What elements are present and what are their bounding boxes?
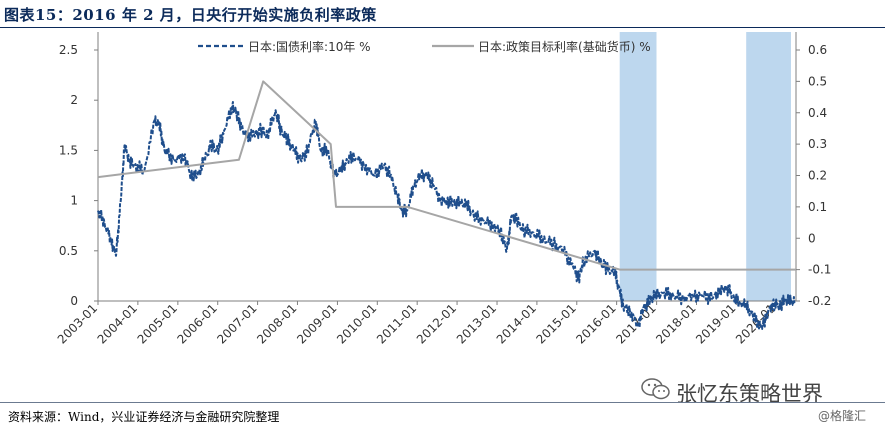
y-left-tick-label: 1.5	[59, 143, 78, 157]
legend-label-policy: 日本:政策目标利率(基础货币) %	[478, 39, 651, 54]
x-tick-label: 2004-01	[95, 301, 140, 346]
y-right-tick-label: 0.6	[808, 43, 827, 57]
y-right-tick-label: -0.1	[808, 263, 831, 277]
axes: 0 0.5 1 1.5 2 2.5 -0.2 -0.1 0 0.1 0.2 0.3 0.4 0.5 0.6 2…	[55, 32, 831, 347]
x-tick-label: 2018-01	[653, 301, 698, 346]
y-right-tick-label: 0.5	[808, 74, 827, 88]
y-left-tick-label: 2.5	[59, 43, 78, 57]
x-tick-label: 2011-01	[374, 301, 419, 346]
x-tick-label: 2009-01	[294, 301, 339, 346]
y-right-tick-label: 0.1	[808, 200, 827, 214]
figure-title: 图表15：2016 年 2 月，日央行开始实施负利率政策	[4, 6, 377, 24]
x-tick-label: 2010-01	[334, 301, 379, 346]
y-right-tick-label: 0.4	[808, 106, 827, 120]
y-left-tick-label: 2	[70, 93, 78, 107]
x-tick-label: 2003-01	[55, 301, 100, 346]
shaded-period-0	[619, 32, 657, 301]
y-left-tick-label: 1	[70, 194, 78, 208]
series-line-policy-rate	[97, 80, 796, 271]
shaded-periods	[619, 32, 791, 301]
x-tick-label: 2014-01	[494, 301, 539, 346]
legend: 日本:国债利率:10年 % 日本:政策目标利率(基础货币) %	[198, 39, 651, 54]
x-tick-label: 2015-01	[534, 301, 579, 346]
brand-name: 张忆东策略世界	[676, 382, 823, 406]
series-line-jgb-10y	[97, 101, 796, 330]
watermark: @格隆汇	[818, 409, 867, 423]
x-tick-label: 2013-01	[454, 301, 499, 346]
x-tick-label: 2008-01	[254, 301, 299, 346]
y-right-tick-label: -0.2	[808, 294, 831, 308]
source-note: 资料来源：Wind，兴业证券经济与金融研究院整理	[8, 410, 280, 424]
y-right-tick-label: 0.3	[808, 137, 827, 151]
y-right-tick-label: 0.2	[808, 169, 827, 183]
x-tick-label: 2005-01	[135, 301, 180, 346]
y-right-tick-label: 0	[808, 231, 816, 245]
x-tick-label: 2006-01	[174, 301, 219, 346]
y-left-tick-label: 0.5	[59, 244, 78, 258]
title-rule	[0, 27, 885, 28]
chart: 0 0.5 1 1.5 2 2.5 -0.2 -0.1 0 0.1 0.2 0.3 0.4 0.5 0.6 2…	[55, 32, 831, 347]
x-tick-label: 2007-01	[214, 301, 259, 346]
footer-rule	[0, 402, 885, 403]
series	[97, 80, 796, 330]
x-tick-label: 2016-01	[573, 301, 618, 346]
shaded-period-1	[746, 32, 791, 301]
legend-label-jgb: 日本:国债利率:10年 %	[248, 39, 371, 54]
x-tick-label: 2019-01	[693, 301, 738, 346]
x-tick-label: 2012-01	[414, 301, 459, 346]
wechat-icon	[641, 378, 670, 400]
y-left-tick-label: 0	[70, 294, 78, 308]
